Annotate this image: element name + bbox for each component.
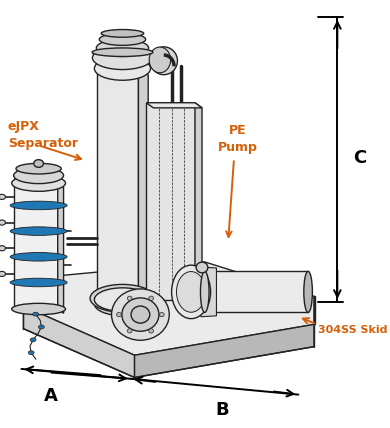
Ellipse shape	[172, 265, 211, 318]
Polygon shape	[58, 183, 64, 313]
Polygon shape	[195, 103, 202, 305]
Ellipse shape	[0, 194, 5, 199]
Ellipse shape	[34, 160, 44, 167]
Ellipse shape	[127, 329, 132, 333]
Polygon shape	[23, 306, 135, 377]
Polygon shape	[97, 68, 138, 302]
Ellipse shape	[176, 271, 206, 312]
Text: 304SS Skid: 304SS Skid	[318, 325, 387, 336]
Ellipse shape	[117, 312, 121, 317]
Ellipse shape	[112, 289, 169, 340]
Ellipse shape	[12, 175, 66, 191]
Polygon shape	[205, 271, 308, 312]
Text: A: A	[44, 387, 58, 405]
Ellipse shape	[96, 39, 149, 56]
Polygon shape	[146, 103, 202, 108]
Ellipse shape	[39, 325, 44, 329]
Ellipse shape	[10, 201, 67, 210]
Ellipse shape	[150, 47, 177, 75]
Polygon shape	[14, 183, 58, 309]
Polygon shape	[201, 267, 216, 317]
Ellipse shape	[30, 338, 36, 342]
Ellipse shape	[149, 47, 170, 73]
Ellipse shape	[94, 292, 151, 316]
Ellipse shape	[28, 351, 34, 354]
Ellipse shape	[200, 271, 209, 312]
Polygon shape	[138, 68, 148, 308]
Ellipse shape	[10, 278, 67, 287]
Ellipse shape	[33, 312, 39, 316]
Text: C: C	[353, 149, 366, 167]
Ellipse shape	[16, 163, 61, 174]
Ellipse shape	[149, 296, 154, 300]
Ellipse shape	[12, 303, 66, 315]
Text: B: B	[216, 401, 229, 419]
Text: eJPX
Separator: eJPX Separator	[8, 120, 78, 150]
Ellipse shape	[101, 30, 144, 37]
Ellipse shape	[0, 246, 5, 251]
Ellipse shape	[94, 57, 151, 80]
Ellipse shape	[92, 48, 153, 56]
Ellipse shape	[196, 262, 208, 273]
Ellipse shape	[149, 329, 153, 333]
Polygon shape	[146, 103, 195, 300]
Polygon shape	[23, 262, 314, 355]
Ellipse shape	[90, 285, 155, 312]
Ellipse shape	[10, 227, 67, 235]
Ellipse shape	[99, 33, 146, 45]
Ellipse shape	[94, 288, 151, 312]
Ellipse shape	[127, 296, 132, 300]
Ellipse shape	[0, 220, 5, 225]
Ellipse shape	[0, 271, 5, 276]
Polygon shape	[135, 324, 314, 377]
Text: PE
Pump: PE Pump	[218, 124, 258, 154]
Polygon shape	[314, 296, 315, 324]
Ellipse shape	[160, 312, 164, 317]
Ellipse shape	[304, 271, 312, 312]
Ellipse shape	[14, 167, 64, 184]
Ellipse shape	[92, 46, 152, 70]
Ellipse shape	[10, 253, 67, 261]
Ellipse shape	[122, 298, 159, 331]
Ellipse shape	[131, 306, 150, 323]
